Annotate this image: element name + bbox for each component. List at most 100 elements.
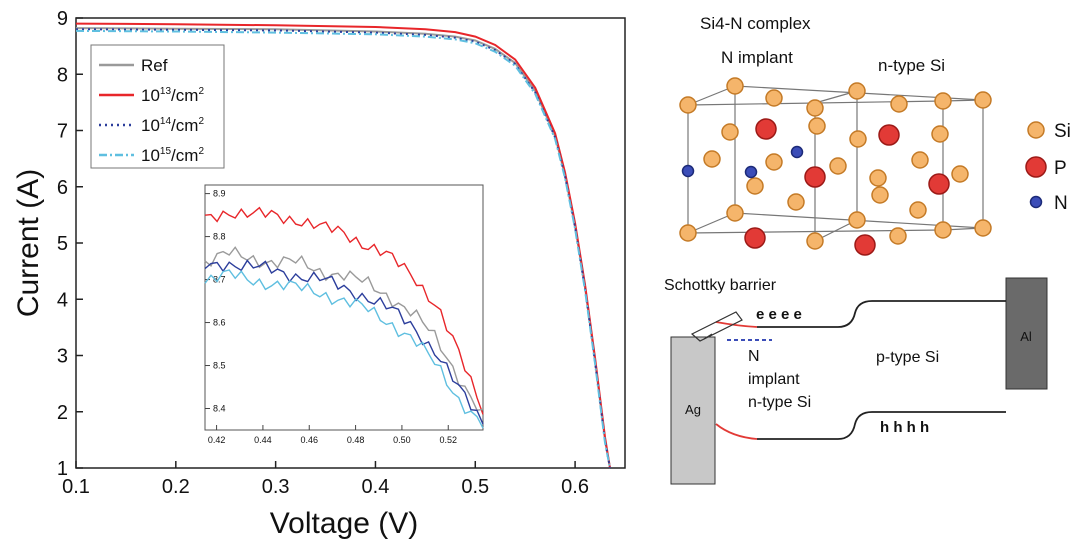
si-atom (726, 204, 744, 222)
p-atom (878, 124, 900, 146)
y-tick-label: 5 (57, 233, 68, 255)
inset-x-tick-label: 0.50 (393, 435, 411, 445)
p-type-si-label: p-type Si (876, 349, 939, 366)
si-atom (721, 123, 739, 141)
series-line-1 (75, 22, 611, 469)
si-atom (849, 130, 867, 148)
x-axis-label: Voltage (V) (270, 507, 418, 540)
legend-si-marker (1027, 121, 1045, 139)
inset-series-line-0 (204, 206, 484, 415)
al-label: Al (1020, 329, 1032, 344)
si-atom (787, 193, 805, 211)
si-atom (951, 165, 969, 183)
inset-y-tick-label: 8.8 (213, 232, 226, 242)
x-tick-label: 0.6 (561, 476, 589, 498)
n-atom (744, 165, 758, 179)
si-atom (911, 151, 929, 169)
axis-ticks: 0.1 0.2 0.3 0.4 0.5 0.6 1 2 3 4 5 6 7 8 9 (57, 8, 589, 498)
inset-x-tick-label: 0.48 (347, 435, 365, 445)
y-tick-label: 1 (57, 458, 68, 480)
si-atom (890, 95, 908, 113)
si-atom (806, 232, 824, 250)
electrons-label: e e e e (756, 306, 802, 323)
inset-x-tick-label: 0.44 (254, 435, 272, 445)
x-tick-label: 0.1 (62, 476, 90, 498)
y-tick-label: 8 (57, 64, 68, 86)
y-tick-label: 7 (57, 121, 68, 143)
inset-y-tick-label: 8.5 (213, 361, 226, 371)
si-atom (909, 201, 927, 219)
si-atom (869, 169, 887, 187)
inset-series-line-1 (204, 246, 484, 411)
si-atom (848, 82, 866, 100)
si-atom (829, 157, 847, 175)
conduction-band (757, 300, 1006, 328)
ag-label: Ag (685, 402, 701, 417)
y-tick-label: 9 (57, 8, 68, 30)
si-atom (679, 96, 697, 114)
p-atom (804, 166, 826, 188)
legend-p-label: P (1054, 158, 1067, 179)
si-atom (934, 221, 952, 239)
inset-series-line-2 (204, 259, 484, 425)
x-tick-label: 0.4 (362, 476, 390, 498)
al-contact (1005, 277, 1048, 390)
x-tick-label: 0.3 (262, 476, 290, 498)
legend: Ref 1013/cm2 1014/cm2 1015/cm2 (90, 44, 225, 169)
implant-label: implant (748, 371, 800, 388)
legend-label: 1013/cm2 (141, 86, 204, 105)
p-atom (755, 118, 777, 140)
y-tick-label: 3 (57, 346, 68, 368)
y-axis-label: Current (A) (12, 169, 45, 317)
si-atom (889, 227, 907, 245)
si-atom (765, 89, 783, 107)
inset-x-tick-label: 0.46 (300, 435, 318, 445)
si-atom (726, 77, 744, 95)
x-tick-label: 0.5 (461, 476, 489, 498)
si-atom (808, 117, 826, 135)
p-atom (854, 234, 876, 256)
holes-label: h h h h (880, 419, 929, 436)
inset-series-group (204, 206, 484, 429)
inset-frame (204, 184, 484, 431)
si-atom (765, 153, 783, 171)
si-atom (848, 211, 866, 229)
inset-chart: 0.42 0.44 0.46 0.48 0.50 0.52 8.4 8.5 8.6 8.7 8.8 8… (204, 184, 484, 445)
atom-legend: Si P N (1025, 121, 1071, 214)
legend-si-label: Si (1054, 121, 1071, 142)
si-atom (974, 91, 992, 109)
si-atom (703, 150, 721, 168)
series-group (75, 22, 611, 469)
n-type-si-label-top: n-type Si (878, 56, 945, 75)
inset-y-tick-label: 8.7 (213, 275, 226, 285)
series-line-3 (75, 29, 611, 469)
legend-p-marker (1025, 156, 1047, 178)
si-atom (806, 99, 824, 117)
schottky-band-bend-bottom (715, 423, 758, 440)
atoms (679, 77, 992, 256)
inset-y-tick-label: 8.4 (213, 404, 226, 414)
inset-series-line-3 (204, 269, 484, 429)
p-atom (744, 227, 766, 249)
legend-n-label: N (1054, 193, 1068, 214)
inset-y-tick-label: 8.6 (213, 318, 226, 328)
barrier-arrow (690, 311, 743, 342)
n-atom (681, 164, 695, 178)
ag-contact (670, 336, 716, 485)
y-tick-label: 4 (57, 289, 68, 311)
p-atom (928, 173, 950, 195)
si-atom (974, 219, 992, 237)
lattice-diagram: Si4-N complex N implant n-type Si (679, 14, 1071, 256)
legend-label: 1015/cm2 (141, 146, 204, 165)
inset-x-tick-label: 0.42 (208, 435, 226, 445)
si-atom (931, 125, 949, 143)
si-atom (934, 92, 952, 110)
n-implant-label: N implant (721, 48, 793, 67)
y-tick-label: 6 (57, 177, 68, 199)
si-atom (679, 224, 697, 242)
band-diagram: Schottky barrier Ag Al e e e e N implant… (664, 277, 1048, 485)
n-label: N (748, 348, 760, 365)
legend-label: Ref (141, 56, 168, 75)
